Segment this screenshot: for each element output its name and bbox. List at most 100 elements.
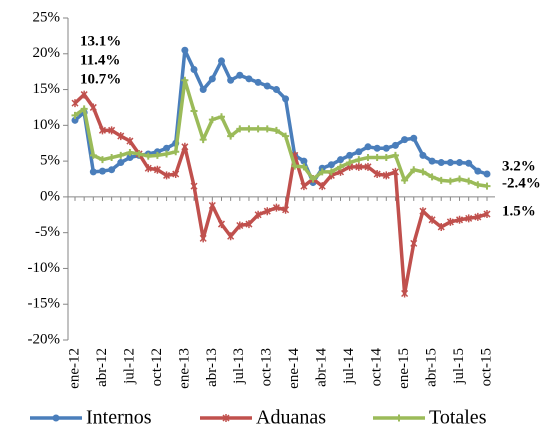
marker xyxy=(346,159,354,167)
marker xyxy=(144,164,152,173)
marker xyxy=(190,66,198,74)
marker xyxy=(456,215,464,224)
marker xyxy=(456,175,464,183)
marker xyxy=(98,126,106,135)
marker xyxy=(428,215,436,224)
marker xyxy=(410,166,418,174)
marker xyxy=(208,201,216,210)
marker xyxy=(391,141,399,149)
marker xyxy=(300,157,308,165)
marker xyxy=(117,159,125,167)
marker xyxy=(227,76,235,84)
y-tick-label: -20% xyxy=(28,331,61,347)
x-tick-label: oct-14 xyxy=(369,348,385,387)
marker xyxy=(172,148,180,156)
marker xyxy=(391,167,399,176)
marker xyxy=(382,171,390,180)
marker xyxy=(172,169,180,178)
marker xyxy=(236,221,244,230)
marker xyxy=(428,157,436,165)
marker xyxy=(337,163,345,171)
marker xyxy=(254,78,262,86)
y-tick-label: -10% xyxy=(28,260,61,276)
marker xyxy=(318,182,326,191)
x-tick-label: jul-13 xyxy=(231,348,247,385)
marker xyxy=(217,57,225,65)
marker xyxy=(410,239,418,248)
marker xyxy=(327,161,335,169)
x-tick-label: oct-15 xyxy=(478,348,494,386)
marker xyxy=(364,162,372,171)
marker xyxy=(419,207,427,216)
marker xyxy=(465,177,473,185)
legend-label: Totales xyxy=(429,407,487,429)
marker xyxy=(71,116,79,124)
marker xyxy=(364,154,372,162)
marker xyxy=(71,111,79,119)
marker xyxy=(456,159,464,167)
x-tick-label: jul-12 xyxy=(121,348,137,385)
marker xyxy=(272,126,280,134)
legend-label: Internos xyxy=(86,407,152,429)
marker xyxy=(108,154,116,162)
marker xyxy=(282,95,290,103)
data-label: 13.1% xyxy=(80,33,121,49)
marker xyxy=(190,182,198,191)
x-tick-label: jul-15 xyxy=(451,348,467,385)
marker xyxy=(419,151,427,159)
marker xyxy=(419,168,427,176)
marker xyxy=(199,136,207,144)
marker xyxy=(245,125,253,133)
marker xyxy=(222,414,230,422)
marker xyxy=(337,156,345,164)
y-tick-label: 25% xyxy=(33,9,61,25)
marker xyxy=(410,134,418,142)
data-label: 3.2% xyxy=(502,158,536,174)
marker xyxy=(181,142,189,151)
x-tick-label: oct-13 xyxy=(259,348,275,386)
x-tick-label: ene-13 xyxy=(176,348,192,389)
marker xyxy=(153,165,161,174)
x-tick-label: ene-14 xyxy=(286,348,302,389)
y-tick-label: 15% xyxy=(33,81,61,97)
marker xyxy=(355,162,363,171)
marker xyxy=(163,144,171,152)
marker xyxy=(446,159,454,167)
marker xyxy=(282,132,290,140)
marker xyxy=(245,75,253,83)
marker xyxy=(108,166,116,174)
marker xyxy=(71,99,79,108)
marker xyxy=(144,152,152,160)
marker xyxy=(391,151,399,159)
marker xyxy=(98,156,106,164)
marker xyxy=(263,207,271,216)
marker xyxy=(52,414,60,422)
marker xyxy=(282,205,290,214)
marker xyxy=(437,159,445,167)
y-tick-label: 0% xyxy=(40,188,60,204)
marker xyxy=(382,144,390,152)
y-tick-label: 10% xyxy=(33,117,61,133)
marker xyxy=(117,151,125,159)
marker xyxy=(208,75,216,83)
marker xyxy=(395,414,403,422)
marker xyxy=(80,90,88,99)
y-tick-label: 20% xyxy=(33,45,61,61)
marker xyxy=(465,159,473,167)
x-tick-label: abr-13 xyxy=(204,348,220,387)
marker xyxy=(89,168,97,176)
marker xyxy=(401,176,409,184)
marker xyxy=(199,234,207,243)
marker xyxy=(465,214,473,223)
marker xyxy=(236,125,244,133)
marker xyxy=(437,222,445,231)
marker xyxy=(254,125,262,133)
data-label: 10.7% xyxy=(80,71,121,87)
marker xyxy=(300,182,308,191)
series-line xyxy=(73,78,488,188)
marker xyxy=(382,154,390,162)
x-tick-label: jul-14 xyxy=(341,348,357,385)
marker xyxy=(236,71,244,79)
